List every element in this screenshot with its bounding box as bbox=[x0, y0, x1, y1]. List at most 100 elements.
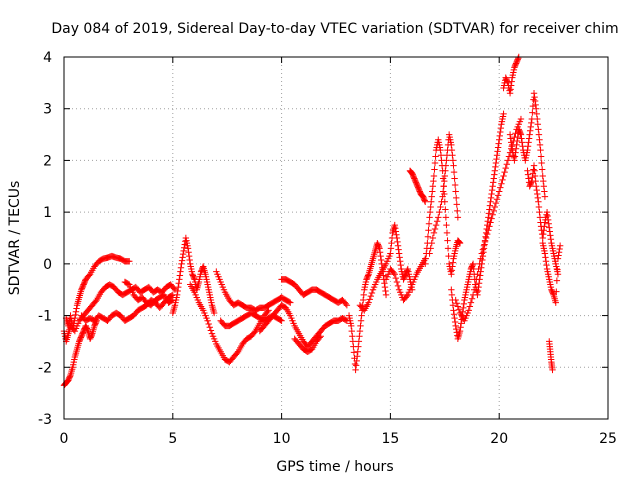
chart-title: Day 084 of 2019, Sidereal Day-to-day VTE… bbox=[51, 21, 618, 37]
data-point bbox=[530, 90, 538, 97]
data-point-interp bbox=[532, 101, 539, 109]
data-point bbox=[448, 286, 455, 293]
data-point bbox=[487, 198, 494, 205]
data-point bbox=[500, 172, 507, 180]
data-point-interp bbox=[479, 256, 486, 264]
data-point bbox=[365, 299, 372, 306]
data-point-interp bbox=[381, 283, 389, 291]
data-point-interp bbox=[543, 261, 550, 269]
data-point-interp bbox=[348, 327, 355, 335]
data-point-interp bbox=[186, 256, 193, 264]
data-point-interp bbox=[66, 373, 74, 380]
data-point-interp bbox=[489, 211, 496, 218]
data-point-interp bbox=[535, 203, 543, 211]
data-point-interp bbox=[454, 207, 461, 215]
series-arc-n bbox=[406, 167, 429, 205]
y-tick-label: 0 bbox=[43, 257, 52, 273]
data-point-interp bbox=[545, 220, 552, 227]
data-point-interp bbox=[395, 246, 402, 253]
data-point-interp bbox=[185, 249, 192, 256]
y-tick-label: 1 bbox=[43, 205, 52, 221]
data-point-interp bbox=[486, 223, 493, 230]
data-point bbox=[437, 146, 444, 154]
data-point-interp bbox=[393, 231, 400, 238]
data-point-interp bbox=[431, 166, 438, 173]
data-point bbox=[426, 250, 433, 257]
data-point bbox=[478, 250, 485, 257]
data-point-interp bbox=[179, 250, 187, 258]
data-point bbox=[352, 366, 359, 374]
data-point-interp bbox=[533, 186, 540, 194]
data-point-interp bbox=[449, 259, 457, 266]
data-point bbox=[448, 271, 455, 278]
data-point bbox=[487, 219, 494, 226]
data-point-interp bbox=[494, 148, 501, 155]
data-point bbox=[539, 172, 546, 180]
data-point-interp bbox=[387, 245, 395, 252]
data-point-interp bbox=[449, 302, 457, 309]
data-point bbox=[513, 141, 520, 149]
data-point-interp bbox=[460, 300, 468, 308]
data-point-interp bbox=[484, 217, 491, 225]
data-point bbox=[496, 136, 503, 143]
data-point-interp bbox=[427, 203, 434, 211]
data-point bbox=[376, 245, 383, 252]
data-point-interp bbox=[546, 228, 553, 235]
data-point bbox=[348, 322, 355, 330]
data-point-interp bbox=[495, 140, 502, 147]
data-point-interp bbox=[531, 167, 538, 174]
data-point-interp bbox=[453, 194, 460, 202]
data-point-interp bbox=[514, 133, 521, 141]
data-point-interp bbox=[454, 303, 462, 310]
data-point bbox=[524, 146, 531, 154]
data-point-interp bbox=[544, 212, 551, 220]
data-point-interp bbox=[84, 326, 91, 333]
grid-layer bbox=[64, 57, 608, 419]
data-point-interp bbox=[540, 227, 548, 234]
data-point-interp bbox=[556, 245, 563, 253]
data-point bbox=[391, 271, 398, 278]
data-point-interp bbox=[349, 338, 357, 345]
data-point bbox=[450, 307, 457, 314]
series-arc-k bbox=[345, 239, 390, 374]
data-point-interp bbox=[507, 135, 514, 142]
data-point-interp bbox=[515, 55, 522, 62]
data-point-interp bbox=[553, 288, 560, 295]
data-point-interp bbox=[85, 272, 93, 279]
data-point-interp bbox=[422, 255, 429, 262]
data-point-interp bbox=[442, 167, 449, 174]
data-point bbox=[554, 255, 562, 262]
data-point-interp bbox=[507, 139, 515, 146]
data-point bbox=[543, 208, 551, 216]
data-point-interp bbox=[525, 135, 533, 142]
data-point bbox=[541, 193, 549, 200]
data-point-interp bbox=[527, 127, 534, 134]
data-point-interp bbox=[538, 166, 546, 173]
data-point-interp bbox=[547, 232, 554, 239]
data-point bbox=[532, 183, 540, 190]
data-point-interp bbox=[511, 153, 519, 160]
data-point-interp bbox=[429, 234, 437, 242]
data-point bbox=[456, 327, 464, 335]
data-point-interp bbox=[425, 227, 432, 234]
data-point bbox=[537, 146, 544, 154]
data-point-interp bbox=[392, 274, 400, 282]
data-point-interp bbox=[357, 322, 364, 330]
data-point bbox=[356, 327, 364, 335]
data-point-interp bbox=[497, 184, 504, 191]
data-point-interp bbox=[536, 136, 543, 143]
data-point bbox=[278, 317, 285, 324]
data-point-interp bbox=[540, 230, 547, 238]
data-point-interp bbox=[448, 146, 456, 154]
data-point-interp bbox=[477, 255, 484, 262]
data-point-interp bbox=[457, 324, 464, 331]
data-point bbox=[454, 214, 462, 221]
data-point-interp bbox=[360, 291, 367, 299]
data-point-interp bbox=[394, 238, 401, 246]
data-point bbox=[343, 302, 351, 309]
data-point-interp bbox=[428, 198, 435, 205]
data-point bbox=[506, 131, 514, 138]
y-tick-label: -3 bbox=[38, 412, 52, 428]
data-point-interp bbox=[487, 194, 495, 202]
series-arc-s bbox=[500, 53, 522, 97]
